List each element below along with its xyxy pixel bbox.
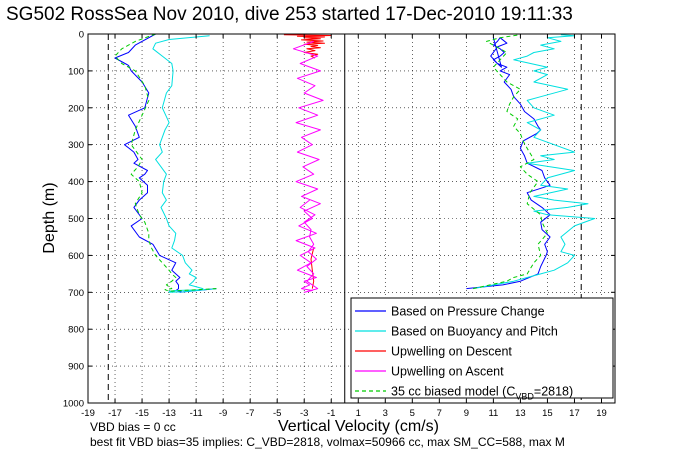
x-tick-label: 19: [596, 408, 607, 419]
x-tick-label: 13: [515, 408, 526, 419]
series-line: [292, 40, 324, 293]
y-tick-label: 200: [68, 103, 84, 114]
y-tick-label: 100: [68, 66, 84, 77]
y-axis: 0 100 200 300 400 500 600 700 800 900 1000: [63, 30, 615, 410]
x-tick-label: 3: [383, 408, 388, 419]
y-tick-label: 1000: [63, 399, 84, 410]
y-tick-label: 400: [68, 177, 84, 188]
x-tick-label: -7: [246, 408, 254, 419]
legend-label: Based on Buoyancy and Pitch: [391, 325, 558, 339]
x-axis: -19 -17 -15 -13 -11 -9 -7 -5 -3 -1 1 3 5 7 9 11 13 15 17 19: [81, 34, 607, 419]
x-tick-label: 15: [542, 408, 553, 419]
x-tick-label: -11: [190, 408, 203, 419]
x-tick-label: 5: [410, 408, 415, 419]
series-line: [472, 34, 548, 290]
reference-lines: [107, 34, 582, 403]
y-tick-label: 800: [68, 325, 84, 336]
x-tick-label: -1: [327, 408, 335, 419]
y-axis-label: Depth (m): [41, 182, 58, 253]
series-line: [466, 37, 551, 290]
x-tick-label: -19: [81, 408, 95, 419]
x-tick-label: -9: [219, 408, 227, 419]
x-tick-label: -17: [108, 408, 122, 419]
x-axis-label: Vertical Velocity (cm/s): [278, 418, 439, 435]
series-line: [473, 34, 596, 290]
y-tick-label: 600: [68, 251, 84, 262]
legend-box: [350, 297, 614, 399]
legend-label: Based on Pressure Change: [391, 305, 545, 319]
x-tick-label: 7: [437, 408, 442, 419]
vbd-bias-note: VBD bias = 0 cc: [90, 420, 176, 434]
x-tick-label: -13: [162, 408, 176, 419]
x-tick-label: 1: [356, 408, 361, 419]
x-tick-label: 9: [464, 408, 469, 419]
y-tick-label: 0: [79, 30, 84, 41]
legend-label: Upwelling on Descent: [391, 345, 512, 359]
legend-label: 35 cc biased model (CVBD=2818): [391, 385, 573, 402]
y-tick-label: 300: [68, 140, 84, 151]
series-group: [114, 34, 596, 293]
x-tick-label: -3: [300, 408, 308, 419]
x-tick-label: -5: [273, 408, 281, 419]
x-tick-label: -15: [135, 408, 149, 419]
y-tick-label: 500: [68, 214, 84, 225]
chart-title: SG502 RossSea Nov 2010, dive 253 started…: [6, 4, 573, 25]
legend-label: Upwelling on Ascent: [391, 365, 504, 379]
x-tick-label: 17: [569, 408, 580, 419]
best-fit-note: best fit VBD bias=35 implies: C_VBD=2818…: [90, 435, 565, 449]
y-tick-label: 700: [68, 288, 84, 299]
y-tick-label: 900: [68, 362, 84, 373]
series-line: [114, 34, 217, 292]
legend: Based on Pressure Change Based on Buoyanc…: [350, 297, 614, 402]
x-tick-label: 11: [488, 408, 498, 419]
